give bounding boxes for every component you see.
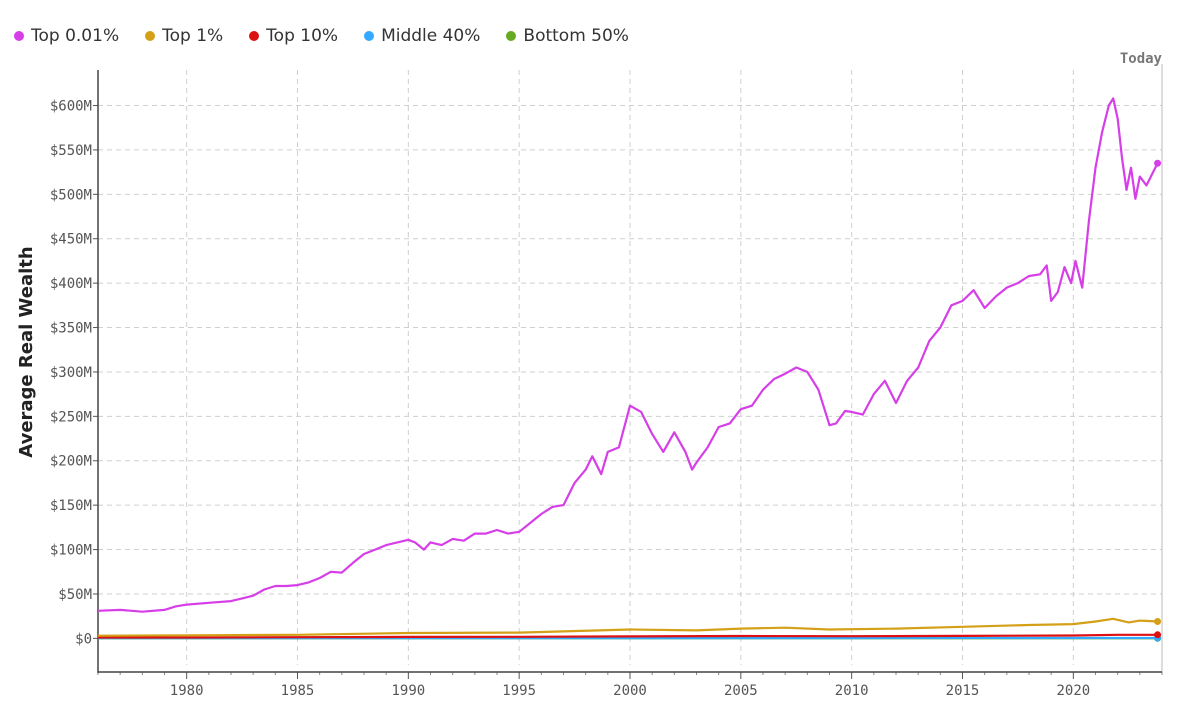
- y-tick-label: $550M: [50, 143, 92, 159]
- y-tick-label: $250M: [50, 409, 92, 425]
- legend-dot: [506, 31, 517, 41]
- x-tick-label: 2010: [835, 683, 869, 699]
- y-tick-label: $150M: [50, 498, 92, 514]
- x-tick-label: 2015: [946, 683, 980, 699]
- y-axis-label: Average Real Wealth: [16, 246, 37, 457]
- series-endpoint: [1154, 617, 1162, 625]
- legend-label: Top 0.01%: [31, 26, 120, 46]
- y-tick-label: $300M: [50, 365, 92, 381]
- axes: $0 $50M $100M $150M $200M $250M $300M $350M $400…: [50, 70, 1163, 699]
- legend-label: Bottom 50%: [523, 26, 629, 46]
- grid-lines: [98, 64, 1163, 673]
- legend-dot: [249, 31, 260, 41]
- series-layer: [97, 97, 1162, 642]
- y-tick-label: $450M: [50, 232, 92, 248]
- legend-dot: [364, 31, 375, 41]
- y-tick-label: $200M: [50, 454, 92, 470]
- legend: Top 0.01% Top 1% Top 10% Middle 40% Bottom 5…: [14, 26, 655, 46]
- x-tick-label: 2000: [613, 683, 647, 699]
- y-tick-label: $350M: [50, 321, 92, 337]
- legend-label: Top 10%: [266, 26, 339, 46]
- y-tick-label: $500M: [50, 187, 92, 203]
- legend-item[interactable]: Middle 40%: [364, 26, 480, 46]
- series-endpoint: [1154, 631, 1162, 639]
- series-line: [98, 633, 1158, 639]
- y-tick-label: $50M: [58, 587, 92, 603]
- y-tick-label: $0: [75, 631, 92, 647]
- today-label: Today: [1120, 51, 1163, 67]
- series-line: [97, 97, 1159, 613]
- x-tick-label: 1990: [391, 683, 425, 699]
- legend-dot: [145, 31, 156, 41]
- x-tick-label: 1995: [502, 683, 536, 699]
- series-line: [97, 617, 1158, 637]
- legend-item[interactable]: Top 10%: [249, 26, 338, 46]
- legend-dot: [14, 31, 24, 41]
- x-tick-label: 2020: [1056, 683, 1090, 699]
- legend-item[interactable]: Bottom 50%: [506, 26, 629, 46]
- x-tick-label: 2005: [724, 683, 758, 699]
- legend-item[interactable]: Top 1%: [145, 26, 223, 46]
- legend-label: Middle 40%: [381, 26, 481, 46]
- legend-item[interactable]: Top 0.01%: [14, 26, 119, 46]
- y-tick-label: $600M: [50, 99, 92, 115]
- y-tick-label: $100M: [50, 543, 92, 559]
- legend-label: Top 1%: [162, 26, 224, 46]
- y-tick-label: $400M: [50, 276, 92, 292]
- series-endpoint: [1154, 159, 1162, 167]
- x-tick-label: 1985: [281, 683, 315, 699]
- x-tick-label: 1980: [170, 683, 204, 699]
